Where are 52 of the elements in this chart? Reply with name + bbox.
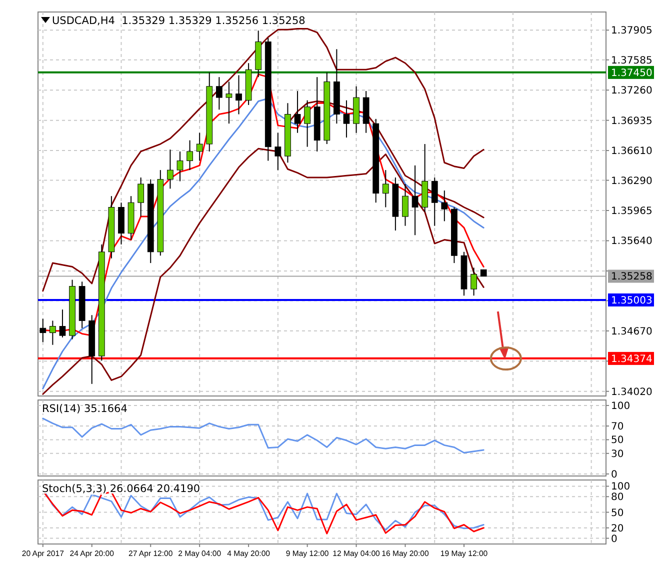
y-tick-label: 1.34670 — [611, 326, 652, 338]
line-series — [42, 28, 484, 292]
y-tick-label: 1.36610 — [611, 146, 652, 158]
candlestick — [59, 309, 66, 338]
y-tick-label: 30 — [611, 448, 624, 460]
candlestick — [167, 149, 174, 190]
ref-line-label: 1.37450 — [611, 68, 652, 79]
chart-title: RSI(14) 35.1664 — [42, 403, 128, 415]
y-tick-label: 80 — [611, 492, 624, 504]
chart-title: Stoch(5,3,3) 26.0664 20.4190 — [42, 483, 200, 495]
y-tick-label: 1.37260 — [611, 86, 652, 97]
candlestick — [441, 190, 448, 222]
candlestick — [236, 74, 242, 115]
y-tick-label: 20 — [611, 523, 624, 534]
candlestick — [176, 150, 184, 182]
candlestick — [138, 177, 144, 218]
candlestick — [343, 100, 350, 138]
y-tick-label: 70 — [611, 422, 624, 433]
candlestick — [226, 81, 232, 124]
y-tick-label: 1.35965 — [611, 206, 652, 218]
chart-title: USDCAD,H4 1.35329 1.35329 1.35256 1.35258 — [52, 15, 306, 27]
candlestick — [382, 170, 389, 208]
y-tick-label: 1.35640 — [611, 236, 652, 248]
ref-line-label: 1.35003 — [611, 295, 652, 306]
candlestick — [304, 100, 310, 148]
ref-line-label: 1.35258 — [611, 272, 652, 283]
y-tick-label: 50 — [611, 435, 624, 446]
y-tick-label: 1.36290 — [611, 176, 652, 187]
y-tick-label: 1.34020 — [611, 386, 652, 398]
candlestick — [402, 184, 408, 226]
line-series — [42, 418, 484, 454]
y-tick-label: 50 — [611, 508, 624, 519]
candlestick — [274, 132, 282, 171]
line-series — [42, 98, 484, 390]
y-tick-label: 1.37585 — [611, 55, 652, 66]
candlestick — [431, 177, 438, 226]
y-tick-label: 0 — [611, 534, 618, 545]
ref-line-label: 1.34374 — [611, 354, 652, 365]
y-tick-label: 1.36935 — [611, 116, 652, 127]
y-tick-label: 1.37905 — [611, 26, 652, 37]
candlestick — [196, 132, 203, 162]
candlestick — [186, 140, 193, 171]
y-tick-label: 0 — [611, 469, 618, 480]
y-tick-label: 100 — [611, 400, 630, 412]
candlestick — [412, 164, 418, 236]
candlestick — [216, 76, 222, 110]
candlestick — [470, 267, 477, 296]
candlestick — [50, 320, 56, 346]
y-tick-label: 100 — [611, 482, 630, 493]
candlestick — [294, 90, 301, 134]
candlestick — [40, 318, 46, 343]
line-series — [42, 148, 484, 395]
